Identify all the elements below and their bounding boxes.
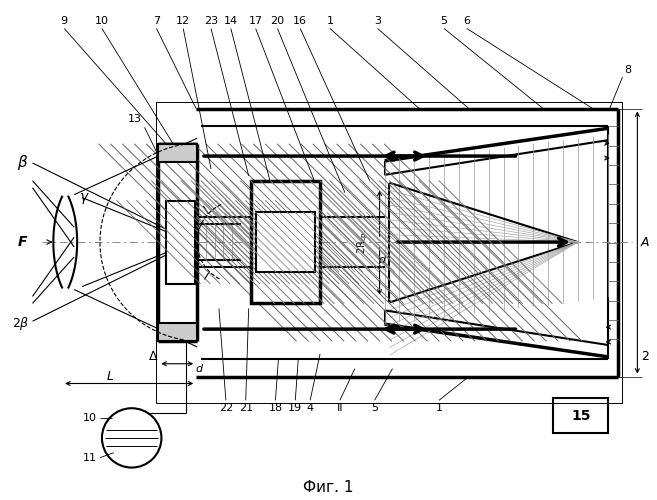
Text: 8: 8	[624, 65, 631, 75]
Text: d: d	[196, 364, 202, 374]
Text: 10: 10	[83, 413, 97, 423]
Text: 15: 15	[571, 409, 591, 423]
Text: 19: 19	[288, 403, 302, 413]
Text: F: F	[18, 235, 28, 249]
Text: 12: 12	[176, 16, 191, 26]
Text: Фиг. 1: Фиг. 1	[303, 480, 353, 495]
Text: II: II	[336, 403, 343, 413]
Text: 3: 3	[374, 16, 381, 26]
Text: L: L	[106, 370, 114, 383]
Text: 1: 1	[436, 403, 443, 413]
Bar	[158, 144, 197, 162]
Text: 20: 20	[271, 16, 284, 26]
Text: 11: 11	[83, 452, 97, 462]
Text: 10: 10	[95, 16, 109, 26]
Text: 22: 22	[219, 403, 233, 413]
Text: 17: 17	[248, 16, 263, 26]
Bar	[166, 200, 195, 283]
Text: 16: 16	[293, 16, 307, 26]
Text: 6: 6	[463, 16, 470, 26]
Text: 2: 2	[641, 350, 649, 364]
Text: 13: 13	[127, 114, 142, 124]
Text: 2R$_{ср.}$: 2R$_{ср.}$	[355, 230, 370, 254]
Text: A: A	[641, 236, 650, 248]
Bar	[256, 212, 315, 272]
Text: 5: 5	[371, 403, 378, 413]
Text: 23: 23	[204, 16, 218, 26]
Text: $\gamma$: $\gamma$	[79, 191, 89, 206]
Text: 4: 4	[307, 403, 314, 413]
Text: 7: 7	[153, 16, 160, 26]
Text: $\Delta$: $\Delta$	[148, 350, 159, 364]
Text: 2$\beta$: 2$\beta$	[12, 314, 30, 332]
Text: 5: 5	[440, 16, 447, 26]
Text: $\beta$: $\beta$	[17, 154, 28, 172]
Text: d: d	[378, 255, 385, 265]
Bar	[156, 102, 622, 404]
Text: 9: 9	[60, 16, 68, 26]
Bar	[158, 323, 197, 341]
Text: 21: 21	[238, 403, 253, 413]
Bar	[553, 398, 608, 433]
Bar	[251, 181, 320, 304]
Text: 18: 18	[269, 403, 283, 413]
Text: 1: 1	[327, 16, 334, 26]
Text: 14: 14	[224, 16, 238, 26]
